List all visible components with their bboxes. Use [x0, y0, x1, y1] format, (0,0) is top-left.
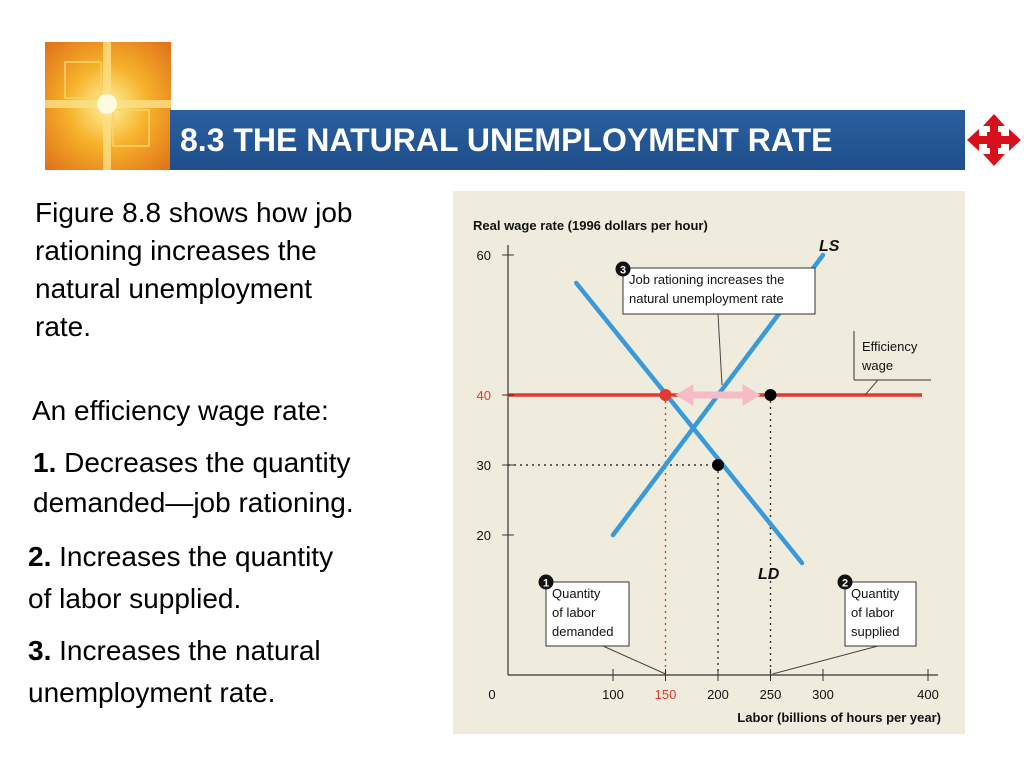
x-tick-label: 150	[655, 687, 677, 702]
efficiency-wage-label: wage	[861, 358, 893, 373]
title-bar: 8.3 THE NATURAL UNEMPLOYMENT RATE	[170, 110, 965, 170]
intro-line: rate.	[35, 311, 92, 342]
annotation-demanded-text: of labor	[552, 605, 596, 620]
intro-line: natural unemployment	[35, 273, 313, 304]
gold-cross-logo-icon	[45, 42, 171, 170]
x-tick-label: 250	[760, 687, 782, 702]
series-label-ls: LS	[819, 238, 840, 255]
annotation-job-rationing-text: Job rationing increases the	[629, 272, 784, 287]
point-1-line-2: demanded—job rationing.	[33, 487, 354, 518]
x-tick-label: 100	[602, 687, 624, 702]
data-point	[764, 389, 777, 401]
four-arrow-navigation-icon	[967, 114, 1021, 166]
series-line-ld	[574, 280, 805, 566]
point-2-line-2: of labor supplied.	[28, 583, 242, 614]
marker-1-number: 1	[543, 578, 549, 590]
annotation-job-rationing-leader	[717, 313, 723, 386]
y-axis-label: Real wage rate (1996 dollars per hour)	[473, 218, 708, 233]
x-axis-label: Labor (billions of hours per year)	[737, 710, 941, 725]
x-tick-label: 400	[917, 687, 939, 702]
annotation-supplied-leader	[772, 645, 879, 675]
efficiency-label-leader	[864, 379, 879, 396]
efficiency-wage-label: Efficiency	[862, 339, 918, 354]
x-tick-label: 0	[488, 687, 495, 702]
intro-line: rationing increases the	[35, 235, 317, 266]
annotation-supplied-text: of labor	[851, 605, 895, 620]
annotation-demanded-box	[545, 581, 630, 647]
series-label-ld: LD	[758, 566, 780, 583]
x-tick-label: 200	[707, 687, 729, 702]
annotation-job-rationing-box	[622, 267, 816, 315]
point-text: Decreases the quantity	[56, 447, 351, 478]
point-number: 3.	[28, 635, 52, 666]
chart-svg: Real wage rate (1996 dollars per hour) L…	[473, 218, 941, 725]
labor-market-chart: Real wage rate (1996 dollars per hour) L…	[453, 191, 965, 734]
marker-2-number: 2	[842, 578, 848, 590]
point-2-line: 2. Increases the quantity	[28, 538, 333, 576]
point-text: Increases the natural	[51, 635, 321, 666]
annotation-supplied-text: supplied	[851, 624, 899, 639]
y-tick-label: 20	[477, 528, 491, 543]
marker-3-number: 3	[620, 265, 626, 277]
annotation-demanded-leader	[602, 645, 666, 675]
page-title: 8.3 THE NATURAL UNEMPLOYMENT RATE	[180, 122, 833, 158]
slide-text: Figure 8.8 shows how job rationing incre…	[0, 0, 440, 768]
job-rationing-arrow-head-left	[675, 384, 694, 406]
marker-1-circle	[538, 574, 554, 590]
data-point	[659, 389, 672, 401]
y-tick-label: 60	[477, 248, 491, 263]
job-rationing-arrow-head-right	[742, 384, 761, 406]
point-number: 2.	[28, 541, 52, 572]
annotation-demanded-text: Quantity	[552, 586, 601, 601]
y-tick-label: 30	[477, 458, 491, 473]
intro-line: Figure 8.8 shows how job	[35, 197, 353, 228]
annotation-supplied-box	[844, 581, 917, 647]
annotation-supplied-text: Quantity	[851, 586, 900, 601]
y-tick-label: 40	[477, 388, 491, 403]
navigation-button[interactable]	[965, 110, 1023, 170]
point-number: 1.	[33, 447, 57, 478]
point-3-line-2: unemployment rate.	[28, 677, 276, 708]
point-3-line: 3. Increases the natural	[28, 632, 321, 670]
efficiency-heading: An efficiency wage rate:	[32, 395, 329, 426]
point-text: Increases the quantity	[51, 541, 334, 572]
point-1-line: 1. Decreases the quantity	[33, 444, 351, 482]
data-point	[712, 459, 724, 471]
x-tick-label: 300	[812, 687, 834, 702]
annotation-job-rationing-text: natural unemployment rate	[629, 291, 784, 306]
marker-2-circle	[837, 574, 853, 590]
annotation-demanded-text: demanded	[552, 624, 613, 639]
marker-3-circle	[615, 261, 631, 277]
